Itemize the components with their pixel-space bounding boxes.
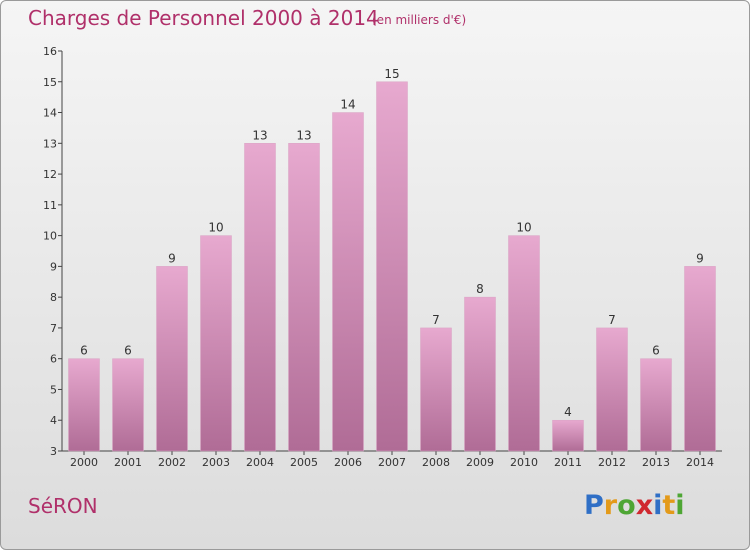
x-tick-label: 2010 <box>510 456 538 469</box>
data-label: 10 <box>208 221 223 235</box>
data-label: 8 <box>476 282 484 296</box>
bar[interactable] <box>640 358 672 452</box>
logo-letter: i <box>675 490 685 521</box>
bar[interactable] <box>684 266 716 452</box>
y-tick-label: 16 <box>43 45 57 58</box>
bar[interactable] <box>244 143 276 452</box>
x-tick-label: 2009 <box>466 456 494 469</box>
x-tick-label: 2011 <box>554 456 582 469</box>
x-tick-label: 2005 <box>290 456 318 469</box>
data-label: 9 <box>696 251 704 265</box>
y-tick-label: 11 <box>43 199 57 212</box>
x-tick-label: 2006 <box>334 456 362 469</box>
data-label: 6 <box>652 344 660 358</box>
x-tick-label: 2008 <box>422 456 450 469</box>
x-tick-label: 2012 <box>598 456 626 469</box>
logo-letter: t <box>662 490 676 521</box>
y-tick-label: 14 <box>43 107 57 120</box>
x-tick-label: 2013 <box>642 456 670 469</box>
bars <box>68 81 716 452</box>
x-tick-label: 2001 <box>114 456 142 469</box>
bar[interactable] <box>332 112 364 452</box>
x-tick-label: 2003 <box>202 456 230 469</box>
logo-letter: P <box>584 490 604 521</box>
chart-title: Charges de Personnel 2000 à 2014 <box>28 6 379 30</box>
y-tick-label: 15 <box>43 76 57 89</box>
bar[interactable] <box>420 327 452 452</box>
data-label: 15 <box>384 67 399 81</box>
data-label: 13 <box>296 128 311 142</box>
proxiti-logo[interactable]: Proxiti <box>584 490 685 521</box>
data-label: 4 <box>564 405 572 419</box>
x-tick-label: 2002 <box>158 456 186 469</box>
y-tick-label: 13 <box>43 137 57 150</box>
logo-letter: x <box>635 490 654 521</box>
data-label: 10 <box>516 221 531 235</box>
bar[interactable] <box>200 235 232 452</box>
bar[interactable] <box>156 266 188 452</box>
data-label: 14 <box>340 98 355 112</box>
y-tick-label: 7 <box>50 322 57 335</box>
bar[interactable] <box>288 143 320 452</box>
y-tick-label: 9 <box>50 260 57 273</box>
y-tick-label: 5 <box>50 383 57 396</box>
data-labels: 6 6 9 10 13 13 14 15 7 8 10 4 7 6 9 <box>80 67 704 419</box>
y-tick-label: 3 <box>50 445 57 458</box>
x-tick-label: 2004 <box>246 456 274 469</box>
data-label: 6 <box>80 344 88 358</box>
logo-letter: o <box>617 490 636 521</box>
y-tick-label: 10 <box>43 230 57 243</box>
data-label: 9 <box>168 251 176 265</box>
y-tick-label: 12 <box>43 168 57 181</box>
y-axis: 3 4 5 6 7 8 9 10 11 12 13 14 15 16 <box>43 45 63 458</box>
x-tick-label: 2000 <box>70 456 98 469</box>
bar[interactable] <box>376 81 408 452</box>
data-label: 13 <box>252 128 267 142</box>
commune-name: SéRON <box>28 494 98 518</box>
data-label: 6 <box>124 344 132 358</box>
data-label: 7 <box>608 313 616 327</box>
y-tick-label: 8 <box>50 291 57 304</box>
bar[interactable] <box>552 419 584 452</box>
data-label: 7 <box>432 313 440 327</box>
logo-letter: r <box>603 490 618 521</box>
bar[interactable] <box>596 327 628 452</box>
bar[interactable] <box>464 296 496 452</box>
logo-letter: i <box>653 490 663 521</box>
y-tick-label: 6 <box>50 353 57 366</box>
chart-subtitle: (en milliers d'€) <box>372 13 467 27</box>
bar[interactable] <box>112 358 144 452</box>
y-tick-label: 4 <box>50 414 57 427</box>
x-tick-label: 2014 <box>686 456 714 469</box>
bar[interactable] <box>68 358 100 452</box>
x-axis: 2000 2001 2002 2003 2004 2005 2006 2007 2008 2009… <box>62 450 722 469</box>
bar[interactable] <box>508 235 540 452</box>
x-tick-label: 2007 <box>378 456 406 469</box>
